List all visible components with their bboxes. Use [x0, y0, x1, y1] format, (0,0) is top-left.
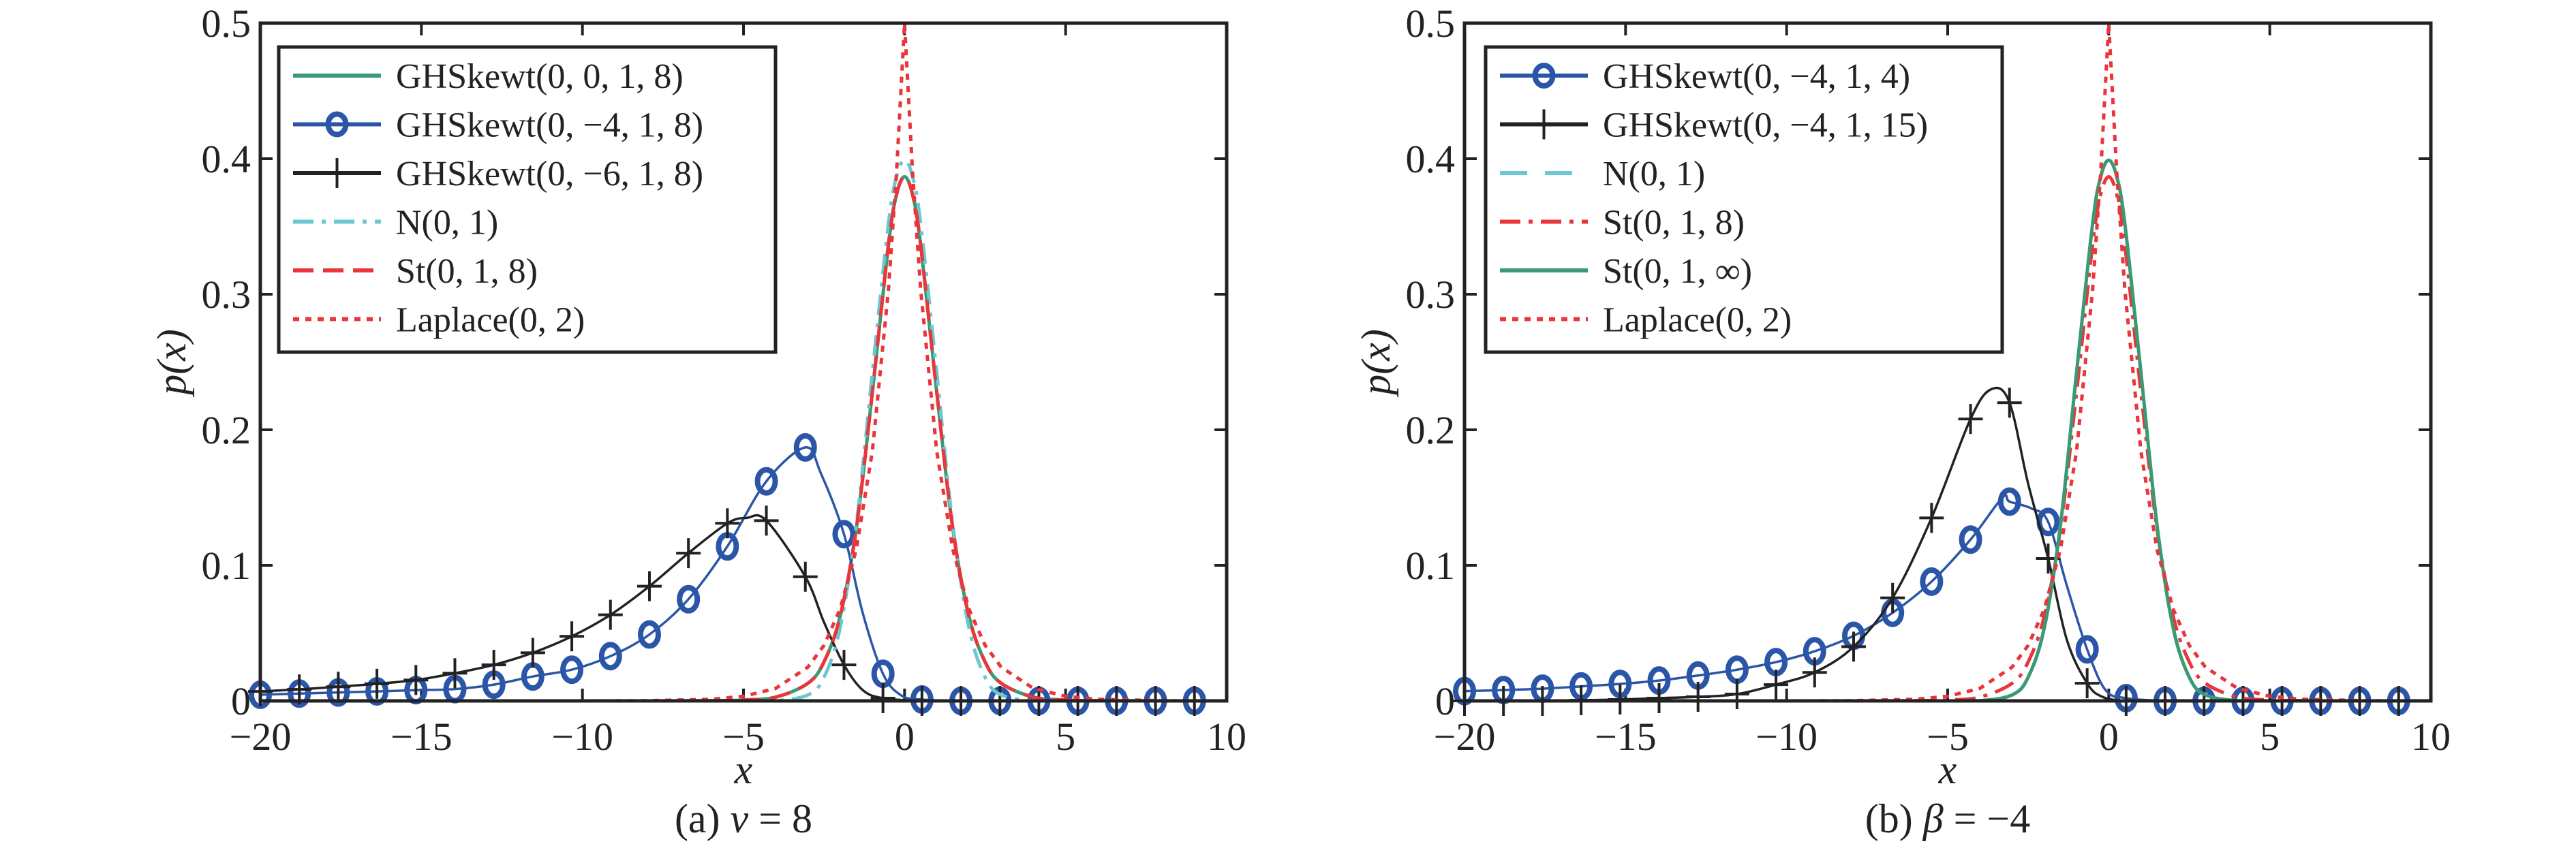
panel-b: −20 −15 −10 −5 0 5 10 0 0.1 0.2 0.3 0.4 0.5 GHSkewt(0…: [1353, 1, 2451, 841]
circle-marker: [1997, 487, 2021, 516]
series-line: [1465, 386, 2399, 702]
panel-a: −20 −15 −10 −5 0 5 10 0 0.1 0.2 0.3 0.4 0.5 GHSkewt(0…: [149, 1, 1246, 841]
legend-label: N(0, 1): [396, 204, 498, 242]
circle-marker: [1920, 567, 1944, 596]
legend-label: GHSkewt(0, 0, 1, 8): [396, 57, 684, 96]
axes-box: [258, 21, 1229, 703]
series-line: [260, 21, 1227, 703]
y-tick-label: 0.1: [202, 544, 251, 588]
panel-caption: (b) β = −4: [1865, 796, 2031, 841]
legend-circle-marker: [1532, 63, 1556, 89]
circle-marker: [1959, 525, 1982, 554]
x-tick-label: −20: [1434, 714, 1496, 759]
x-tick-label: −5: [722, 714, 765, 759]
x-tick-label: 0: [895, 714, 915, 759]
x-tick-label: −10: [1755, 714, 1818, 759]
legend-label: St(0, 1, ∞): [1603, 252, 1752, 291]
y-tick-label: 0.1: [1406, 544, 1456, 588]
y-axis-label: p(x): [149, 329, 194, 398]
caption-variable: β: [1922, 796, 1944, 841]
x-tick-label: 0: [2099, 714, 2119, 759]
series-line: [260, 446, 1195, 702]
y-tick-label: 0.3: [1406, 272, 1456, 317]
circle-marker: [793, 433, 817, 462]
legend-box: [1484, 45, 2004, 354]
circle-marker: [2075, 635, 2099, 664]
legend-label: GHSkewt(0, −4, 1, 4): [1603, 57, 1910, 96]
legend-label: GHSkewt(0, −6, 1, 8): [396, 155, 703, 193]
y-tick-label: 0.5: [202, 1, 251, 46]
circle-marker: [560, 655, 584, 685]
x-tick-label: −15: [390, 714, 453, 759]
y-tick-label: 0.4: [202, 137, 251, 181]
legend-label: N(0, 1): [1603, 155, 1705, 193]
y-axis-label: p(x): [1353, 329, 1398, 398]
axes-box: [1462, 21, 2433, 703]
circle-marker: [677, 584, 701, 614]
y-tick-label: 0.5: [1406, 1, 1456, 46]
legend-label: St(0, 1, 8): [396, 252, 538, 291]
caption-value: = 8: [748, 796, 812, 841]
series-line: [260, 514, 1195, 702]
x-tick-label: −20: [230, 714, 292, 759]
y-tick-label: 0.2: [1406, 408, 1456, 452]
y-tick-label: 0: [1435, 679, 1455, 723]
legend-label: St(0, 1, 8): [1603, 204, 1745, 242]
circle-marker: [598, 642, 622, 671]
x-tick-label: 10: [2411, 714, 2451, 759]
legend: GHSkewt(0, 0, 1, 8) GHSkewt(0, −4, 1, 8) G…: [277, 45, 778, 354]
y-tick-label: 0.3: [202, 272, 251, 317]
caption-value: = −4: [1944, 796, 2031, 841]
x-axis-label: x: [1938, 747, 1957, 792]
x-tick-label: −10: [551, 714, 613, 759]
x-tick-label: 10: [1207, 714, 1246, 759]
y-tick-label: 0.2: [202, 408, 251, 452]
legend-circle-marker: [325, 111, 349, 138]
y-tick-label: 0.4: [1406, 137, 1456, 181]
legend-label: Laplace(0, 2): [396, 301, 585, 340]
x-tick-label: 5: [1056, 714, 1075, 759]
circle-marker: [754, 467, 778, 496]
legend-label: Laplace(0, 2): [1603, 301, 1792, 340]
x-tick-label: −5: [1927, 714, 1969, 759]
caption-variable: v: [731, 796, 749, 841]
caption-label: (b): [1865, 796, 1923, 841]
series-line: [1464, 21, 2432, 703]
circle-marker: [832, 520, 856, 549]
caption-label: (a): [675, 796, 731, 841]
y-tick-label: 0: [231, 679, 251, 723]
x-axis-label: x: [734, 747, 753, 792]
panel-caption: (a) v = 8: [675, 796, 812, 841]
legend-box: [277, 45, 778, 354]
legend: GHSkewt(0, −4, 1, 4) GHSkewt(0, −4, 1, 15…: [1484, 45, 2004, 354]
x-tick-label: 5: [2260, 714, 2280, 759]
circle-marker: [637, 620, 661, 649]
x-tick-label: −15: [1595, 714, 1657, 759]
legend-label: GHSkewt(0, −4, 1, 8): [396, 106, 703, 145]
legend-label: GHSkewt(0, −4, 1, 15): [1603, 106, 1928, 145]
